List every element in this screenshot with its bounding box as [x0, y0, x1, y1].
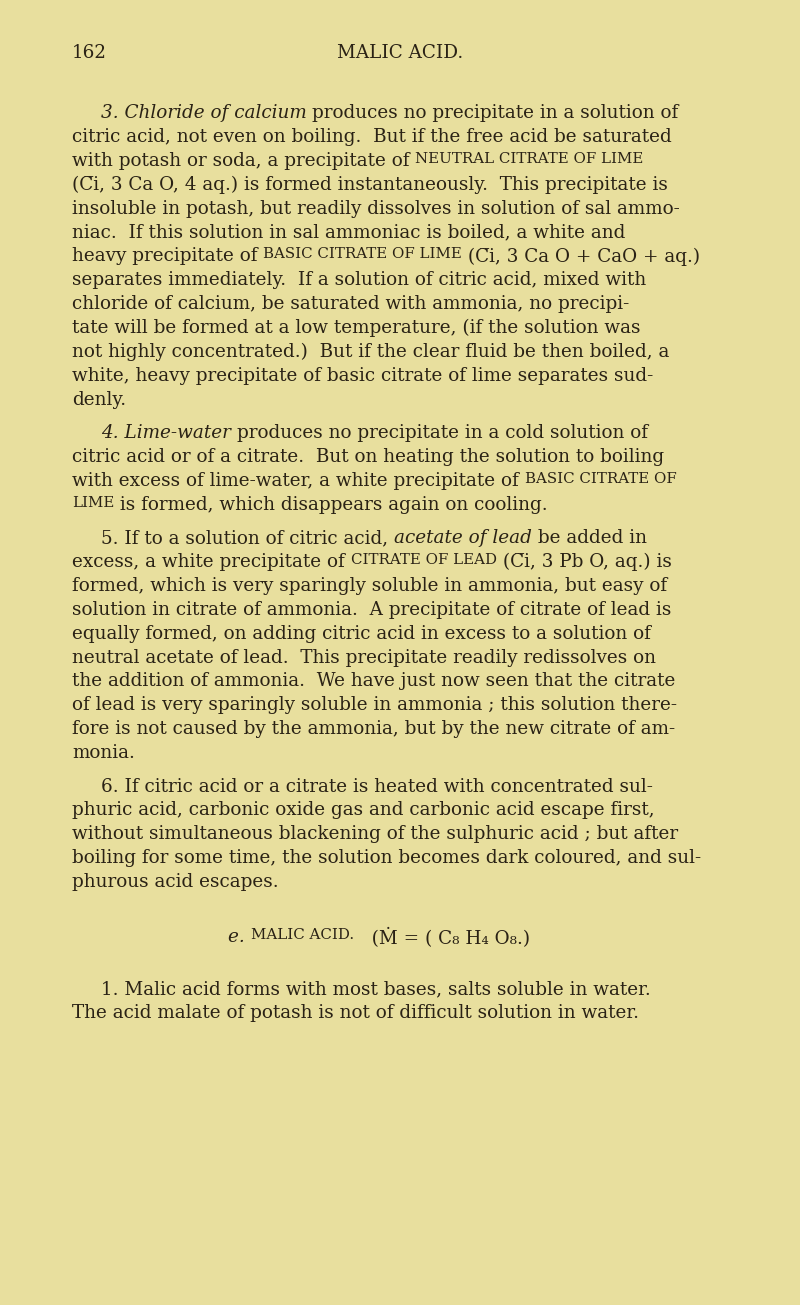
- Text: solution in citrate of ammonia.  A precipitate of citrate of lead is: solution in citrate of ammonia. A precip…: [72, 600, 671, 619]
- Text: denly.: denly.: [72, 390, 126, 408]
- Text: CITRATE OF LEAD: CITRATE OF LEAD: [350, 553, 497, 568]
- Text: separates immediately.  If a solution of citric acid, mixed with: separates immediately. If a solution of …: [72, 271, 646, 290]
- Text: The acid malate of potash is not of difficult solution in water.: The acid malate of potash is not of diff…: [72, 1005, 639, 1022]
- Text: with excess of lime-water, a white precipitate of: with excess of lime-water, a white preci…: [72, 472, 525, 489]
- Text: acetate of lead: acetate of lead: [394, 529, 532, 547]
- Text: (C̅i, 3 Ca O + CaO + aq.): (C̅i, 3 Ca O + CaO + aq.): [462, 248, 700, 266]
- Text: is formed, which disappears again on cooling.: is formed, which disappears again on coo…: [114, 496, 548, 514]
- Text: neutral acetate of lead.  This precipitate readily redissolves on: neutral acetate of lead. This precipitat…: [72, 649, 656, 667]
- Text: niac.  If this solution in sal ammoniac is boiled, a white and: niac. If this solution in sal ammoniac i…: [72, 223, 626, 241]
- Text: (Ṁ = ( C₈ H₄ O₈.): (Ṁ = ( C₈ H₄ O₈.): [354, 928, 530, 947]
- Text: not highly concentrated.)  But if the clear fluid be then boiled, a: not highly concentrated.) But if the cle…: [72, 343, 670, 361]
- Text: fore is not caused by the ammonia, but by the new citrate of am-: fore is not caused by the ammonia, but b…: [72, 720, 675, 739]
- Text: 4. Lime-water: 4. Lime-water: [101, 424, 237, 442]
- Text: monia.: monia.: [72, 744, 135, 762]
- Text: chloride of calcium, be saturated with ammonia, no precipi-: chloride of calcium, be saturated with a…: [72, 295, 630, 313]
- Text: LIME: LIME: [72, 496, 114, 510]
- Text: phuric acid, carbonic oxide gas and carbonic acid escape first,: phuric acid, carbonic oxide gas and carb…: [72, 801, 654, 820]
- Text: BASIC CITRATE OF: BASIC CITRATE OF: [525, 472, 676, 485]
- Text: heavy precipitate of: heavy precipitate of: [72, 248, 263, 265]
- Text: 6. If citric acid or a citrate is heated with concentrated sul-: 6. If citric acid or a citrate is heated…: [101, 778, 653, 796]
- Text: 162: 162: [72, 44, 107, 63]
- Text: excess, a white precipitate of: excess, a white precipitate of: [72, 553, 350, 572]
- Text: citric acid, not even on boiling.  But if the free acid be saturated: citric acid, not even on boiling. But if…: [72, 128, 672, 146]
- Text: with potash or soda, a precipitate of: with potash or soda, a precipitate of: [72, 151, 415, 170]
- Text: tate will be formed at a low temperature, (if the solution was: tate will be formed at a low temperature…: [72, 318, 641, 337]
- Text: the addition of ammonia.  We have just now seen that the citrate: the addition of ammonia. We have just no…: [72, 672, 675, 690]
- Text: of lead is very sparingly soluble in ammonia ; this solution there-: of lead is very sparingly soluble in amm…: [72, 697, 677, 714]
- Text: white, heavy precipitate of basic citrate of lime separates sud-: white, heavy precipitate of basic citrat…: [72, 367, 654, 385]
- Text: citric acid or of a citrate.  But on heating the solution to boiling: citric acid or of a citrate. But on heat…: [72, 448, 664, 466]
- Text: formed, which is very sparingly soluble in ammonia, but easy of: formed, which is very sparingly soluble …: [72, 577, 667, 595]
- Text: MALIC ACID.: MALIC ACID.: [250, 928, 354, 942]
- Text: BASIC CITRATE OF LIME: BASIC CITRATE OF LIME: [263, 248, 462, 261]
- Text: 5. If to a solution of citric acid,: 5. If to a solution of citric acid,: [101, 529, 394, 547]
- Text: equally formed, on adding citric acid in excess to a solution of: equally formed, on adding citric acid in…: [72, 625, 651, 642]
- Text: (C̅i, 3 Ca O, 4 aq.) is formed instantaneously.  This precipitate is: (C̅i, 3 Ca O, 4 aq.) is formed instantan…: [72, 176, 668, 194]
- Text: be added in: be added in: [532, 529, 646, 547]
- Text: boiling for some time, the solution becomes dark coloured, and sul-: boiling for some time, the solution beco…: [72, 850, 701, 868]
- Text: insoluble in potash, but readily dissolves in solution of sal ammo-: insoluble in potash, but readily dissolv…: [72, 200, 680, 218]
- Text: 3. Chloride of calcium: 3. Chloride of calcium: [101, 104, 313, 123]
- Text: (C̅i, 3 Pb O, aq.) is: (C̅i, 3 Pb O, aq.) is: [497, 553, 671, 572]
- Text: MALIC ACID.: MALIC ACID.: [337, 44, 463, 63]
- Text: phurous acid escapes.: phurous acid escapes.: [72, 873, 278, 891]
- Text: without simultaneous blackening of the sulphuric acid ; but after: without simultaneous blackening of the s…: [72, 825, 678, 843]
- Text: 1. Malic acid forms with most bases, salts soluble in water.: 1. Malic acid forms with most bases, sal…: [101, 980, 650, 998]
- Text: NEUTRAL CITRATE OF LIME: NEUTRAL CITRATE OF LIME: [415, 151, 644, 166]
- Text: produces no precipitate in a cold solution of: produces no precipitate in a cold soluti…: [237, 424, 647, 442]
- Text: e.: e.: [228, 928, 250, 946]
- Text: produces no precipitate in a solution of: produces no precipitate in a solution of: [313, 104, 678, 123]
